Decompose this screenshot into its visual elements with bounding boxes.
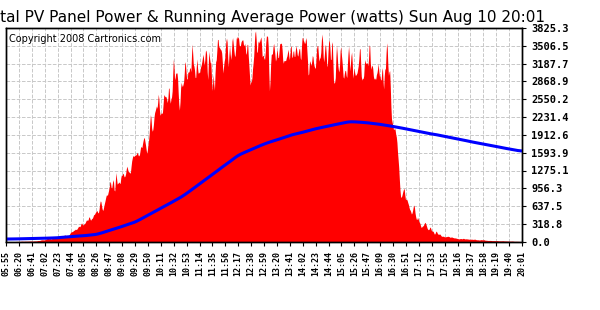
Title: Total PV Panel Power & Running Average Power (watts) Sun Aug 10 20:01: Total PV Panel Power & Running Average P… [0, 10, 545, 25]
Text: Copyright 2008 Cartronics.com: Copyright 2008 Cartronics.com [8, 34, 161, 44]
